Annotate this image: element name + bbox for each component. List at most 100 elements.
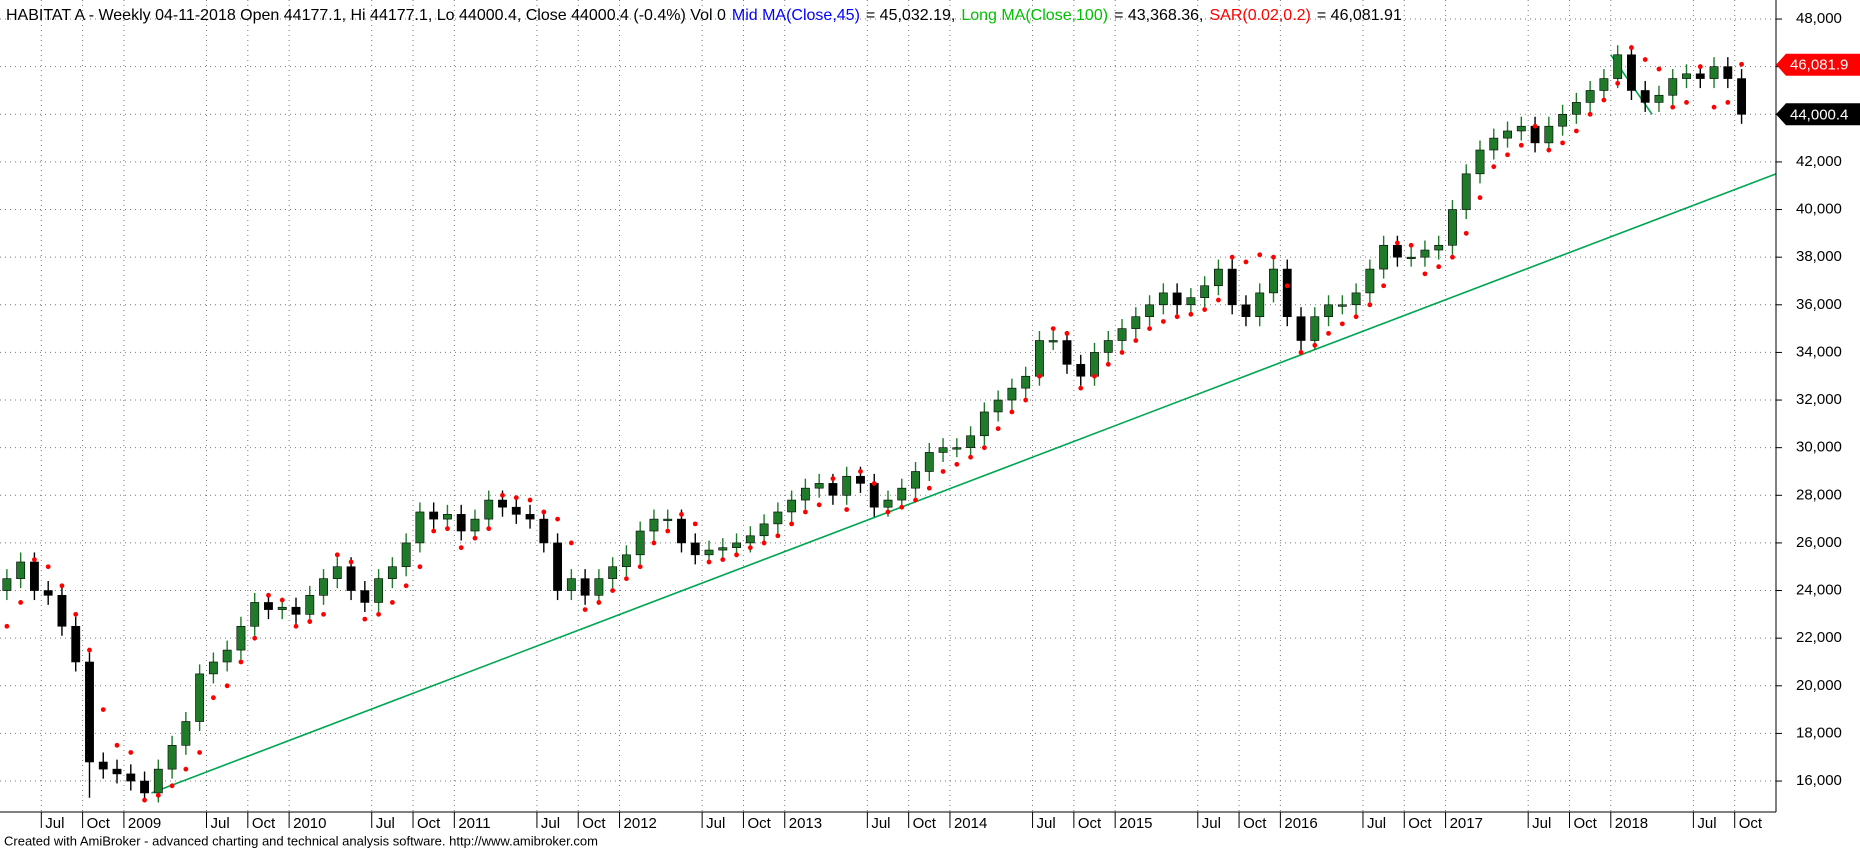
candle-body xyxy=(704,549,714,556)
sar-dot xyxy=(114,742,120,748)
candle-body xyxy=(484,499,494,520)
candle-body xyxy=(1090,352,1099,377)
sar-dot xyxy=(582,607,588,612)
candle-body xyxy=(856,475,865,484)
x-tick-label: Jul xyxy=(1532,815,1551,832)
x-tick-label: Oct xyxy=(582,815,606,832)
candle-body xyxy=(1186,297,1196,306)
sar-dot xyxy=(1587,111,1593,117)
sar-dot xyxy=(73,611,79,617)
x-tick-label: 2016 xyxy=(1284,815,1317,832)
candle-body xyxy=(1420,249,1430,258)
x-tick-label: Oct xyxy=(417,815,441,832)
candle-body xyxy=(869,483,879,508)
candle-body xyxy=(787,499,797,513)
sar-dot xyxy=(568,540,574,546)
x-tick-label: Oct xyxy=(747,815,771,832)
sar-dot xyxy=(1463,230,1469,236)
sar-dot xyxy=(1243,259,1249,265)
candle-body xyxy=(828,483,838,496)
candle-body xyxy=(993,399,1003,413)
candle-body xyxy=(222,649,232,663)
header-segment: = 45,032.19, xyxy=(866,7,955,24)
sar-dot xyxy=(238,659,244,665)
candle-body xyxy=(112,768,122,775)
sar-dot xyxy=(1105,361,1111,367)
candle-body xyxy=(153,768,163,794)
candle-body xyxy=(759,523,769,537)
sar-dot xyxy=(279,597,285,603)
x-tick-label: Oct xyxy=(252,815,276,832)
candle-body xyxy=(883,499,893,508)
candle-body xyxy=(1337,304,1347,307)
candle-body xyxy=(1213,268,1223,287)
candle-body xyxy=(71,625,81,663)
candle-body xyxy=(264,602,273,610)
y-tick-label: 20,000 xyxy=(1796,677,1842,694)
sar-dot xyxy=(1518,142,1524,148)
candle-body xyxy=(621,554,631,568)
sar-dot xyxy=(1739,61,1744,67)
x-tick-label: Jul xyxy=(1037,815,1056,832)
header-segment: SAR(0.02,0.2) xyxy=(1209,7,1310,24)
header-segment: Long MA(Close,100) xyxy=(961,7,1108,24)
y-tick-label: 40,000 xyxy=(1796,201,1842,218)
candle-body xyxy=(208,661,218,675)
chart-header: HABITAT A - Weekly 04-11-2018 Open 44177… xyxy=(6,7,1402,24)
candle-body xyxy=(1048,340,1058,343)
sar-dot xyxy=(348,559,354,565)
sar-dot xyxy=(789,521,795,527)
candle-body xyxy=(1200,285,1210,298)
candle-body xyxy=(1599,78,1609,91)
sar-dot xyxy=(210,695,216,701)
candle-body xyxy=(1461,173,1471,210)
sar-dot xyxy=(1450,254,1455,260)
sar-dot xyxy=(1670,104,1676,110)
sar-dot xyxy=(1381,283,1387,289)
sar-dot xyxy=(1629,45,1634,51)
candle-body xyxy=(1103,340,1113,353)
candle-body xyxy=(1668,78,1678,96)
candle-body xyxy=(1021,375,1031,389)
x-tick-label: Jul xyxy=(1202,815,1221,832)
sar-dot xyxy=(1684,99,1689,105)
candle-body xyxy=(1503,130,1512,139)
x-tick-label: Jul xyxy=(211,815,230,832)
candle-body xyxy=(690,542,700,556)
y-tick-label: 34,000 xyxy=(1796,343,1842,360)
candle-body xyxy=(1269,268,1278,294)
sar-dot xyxy=(706,559,712,565)
x-tick-label: 2017 xyxy=(1450,815,1483,832)
x-tick-label: 2012 xyxy=(624,815,657,832)
candle-body xyxy=(1379,244,1389,270)
candle-body xyxy=(842,475,852,496)
x-tick-label: Oct xyxy=(87,815,111,832)
candle-body xyxy=(443,514,452,520)
x-tick-label: Jul xyxy=(1697,815,1716,832)
candle-body xyxy=(1613,54,1623,79)
candle-body xyxy=(773,511,783,525)
candle-body xyxy=(1145,304,1155,318)
candle-body xyxy=(1434,244,1444,251)
sar-dot xyxy=(1174,314,1180,320)
sar-dot xyxy=(1560,140,1566,146)
footer: Created with AmiBroker - advanced charti… xyxy=(4,833,598,848)
x-tick-label: Oct xyxy=(913,815,937,832)
sar-dot xyxy=(1050,326,1056,332)
sar-dot xyxy=(665,528,671,534)
candle-body xyxy=(1475,149,1485,175)
candle-body xyxy=(1695,73,1705,79)
x-tick-label: Oct xyxy=(1573,815,1597,832)
sar-dot xyxy=(1725,99,1731,105)
candle-body xyxy=(98,761,108,770)
sar-dot xyxy=(1284,283,1290,289)
sar-dot xyxy=(541,509,547,515)
y-tick-label: 36,000 xyxy=(1796,296,1842,313)
sar-dot xyxy=(1188,311,1194,317)
y-tick-label: 30,000 xyxy=(1796,439,1842,456)
x-tick-label: Oct xyxy=(1739,815,1763,832)
price-tag-label: 44,000.4 xyxy=(1790,106,1848,123)
plot xyxy=(2,45,1777,803)
y-tick-label: 24,000 xyxy=(1796,582,1842,599)
candle-body xyxy=(85,661,94,763)
